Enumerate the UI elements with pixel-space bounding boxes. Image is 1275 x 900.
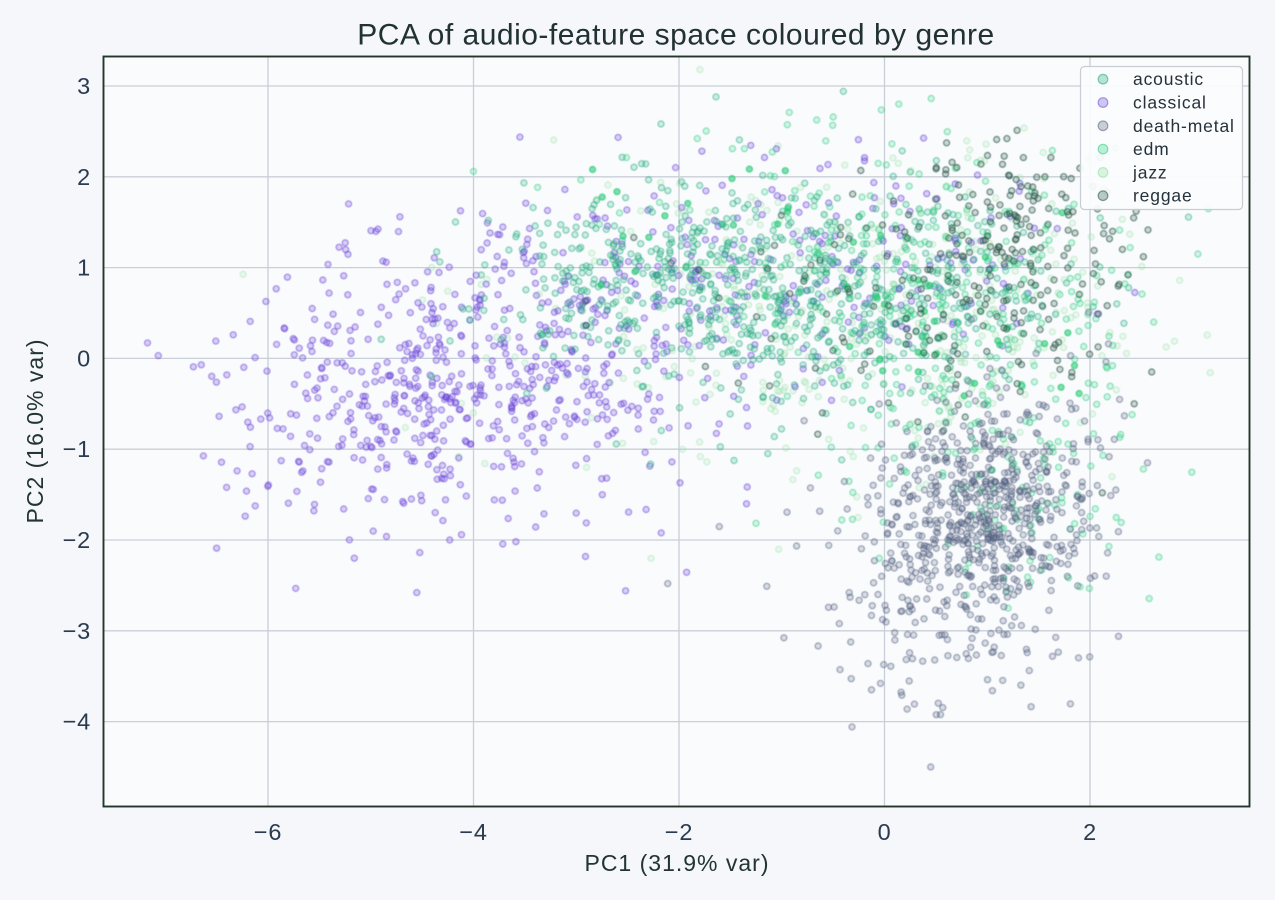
svg-text:reggae: reggae [1133,186,1193,206]
svg-text:death-metal: death-metal [1133,116,1235,136]
svg-text:edm: edm [1133,139,1170,159]
svg-text:0: 0 [878,819,892,845]
svg-text:PC2 (16.0% var): PC2 (16.0% var) [22,338,48,523]
svg-text:−2: −2 [665,819,693,845]
svg-text:PCA of audio-feature space col: PCA of audio-feature space coloured by g… [357,19,994,52]
svg-text:−3: −3 [63,618,91,644]
svg-text:0: 0 [77,345,91,371]
svg-text:PC1 (31.9% var): PC1 (31.9% var) [584,850,769,876]
svg-text:−4: −4 [459,819,487,845]
svg-text:3: 3 [77,73,91,99]
svg-text:2: 2 [1083,819,1097,845]
svg-text:1: 1 [77,255,91,281]
svg-text:acoustic: acoustic [1133,69,1204,89]
svg-text:−4: −4 [63,709,91,735]
svg-text:classical: classical [1133,93,1207,113]
svg-text:−1: −1 [63,436,91,462]
svg-text:2: 2 [77,164,91,190]
svg-text:−6: −6 [254,819,282,845]
svg-text:−2: −2 [63,527,91,553]
svg-text:jazz: jazz [1132,162,1168,182]
